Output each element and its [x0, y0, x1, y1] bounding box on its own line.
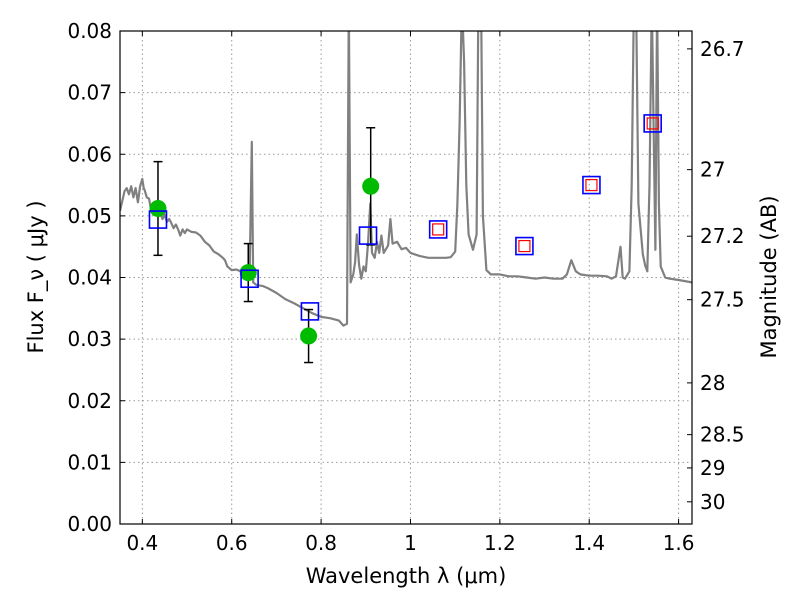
right-tick-label: 29 — [700, 456, 725, 480]
y-tick-label: 0.04 — [67, 266, 112, 290]
spectrum-layer — [120, 31, 692, 327]
right-tick-label: 27 — [700, 158, 725, 182]
y-tick-label: 0.07 — [67, 81, 112, 105]
y-tick-label: 0.01 — [67, 450, 112, 474]
model-square-blue — [240, 269, 259, 289]
y-tick-label: 0.00 — [67, 512, 112, 536]
model-square-blue — [582, 175, 601, 195]
observed-point — [362, 177, 380, 195]
model-square-blue — [428, 220, 448, 239]
spectrum-line — [120, 31, 692, 327]
tick-marks — [120, 30, 692, 525]
x-tick-label: 0.4 — [126, 531, 158, 555]
y-tick-label: 0.03 — [67, 327, 112, 351]
right-tick-label: 28 — [700, 371, 725, 395]
tick-labels: 0.4 0.6 0.8 1 1.2 1.4 1.6 0.00 0.01 0.02 0.03 0.04 0… — [67, 19, 744, 555]
x-axis-label: Wavelength λ (μm) — [306, 564, 507, 588]
model-square-blue — [358, 226, 378, 245]
right-tick-label: 27.5 — [700, 288, 745, 312]
right-axis-label: Magnitude (AB) — [757, 195, 781, 358]
model-square-red — [585, 178, 598, 192]
x-tick-label: 1 — [404, 531, 417, 555]
x-tick-label: 1.2 — [484, 531, 516, 555]
y-tick-label: 0.06 — [67, 142, 112, 166]
model-square-blue — [300, 302, 320, 321]
right-tick-label: 27.2 — [700, 224, 745, 248]
y-tick-label: 0.05 — [67, 204, 112, 228]
right-tick-label: 28.5 — [700, 423, 745, 447]
model-square-red — [646, 117, 659, 130]
model-square-blue — [643, 114, 662, 133]
observed-point — [300, 327, 318, 345]
x-tick-label: 1.4 — [573, 531, 605, 555]
x-tick-label: 0.6 — [216, 531, 248, 555]
errorbar-layer — [153, 127, 376, 364]
model-square-red — [432, 223, 445, 236]
x-tick-label: 0.8 — [305, 531, 337, 555]
observed-point — [239, 264, 257, 282]
y-tick-label: 0.08 — [67, 19, 112, 43]
model-square-blue — [515, 236, 534, 256]
x-tick-label: 1.6 — [663, 531, 695, 555]
y-axis-label: Flux F_ν ( μJy ) — [24, 200, 49, 353]
y-tick-label: 0.02 — [67, 389, 112, 413]
model-square-red — [518, 239, 531, 253]
marker-layer — [148, 114, 662, 345]
right-tick-label: 26.7 — [700, 37, 745, 61]
model-square-blue — [148, 210, 168, 229]
observed-point — [149, 199, 167, 217]
grid — [120, 31, 692, 524]
right-tick-label: 30 — [700, 490, 725, 514]
